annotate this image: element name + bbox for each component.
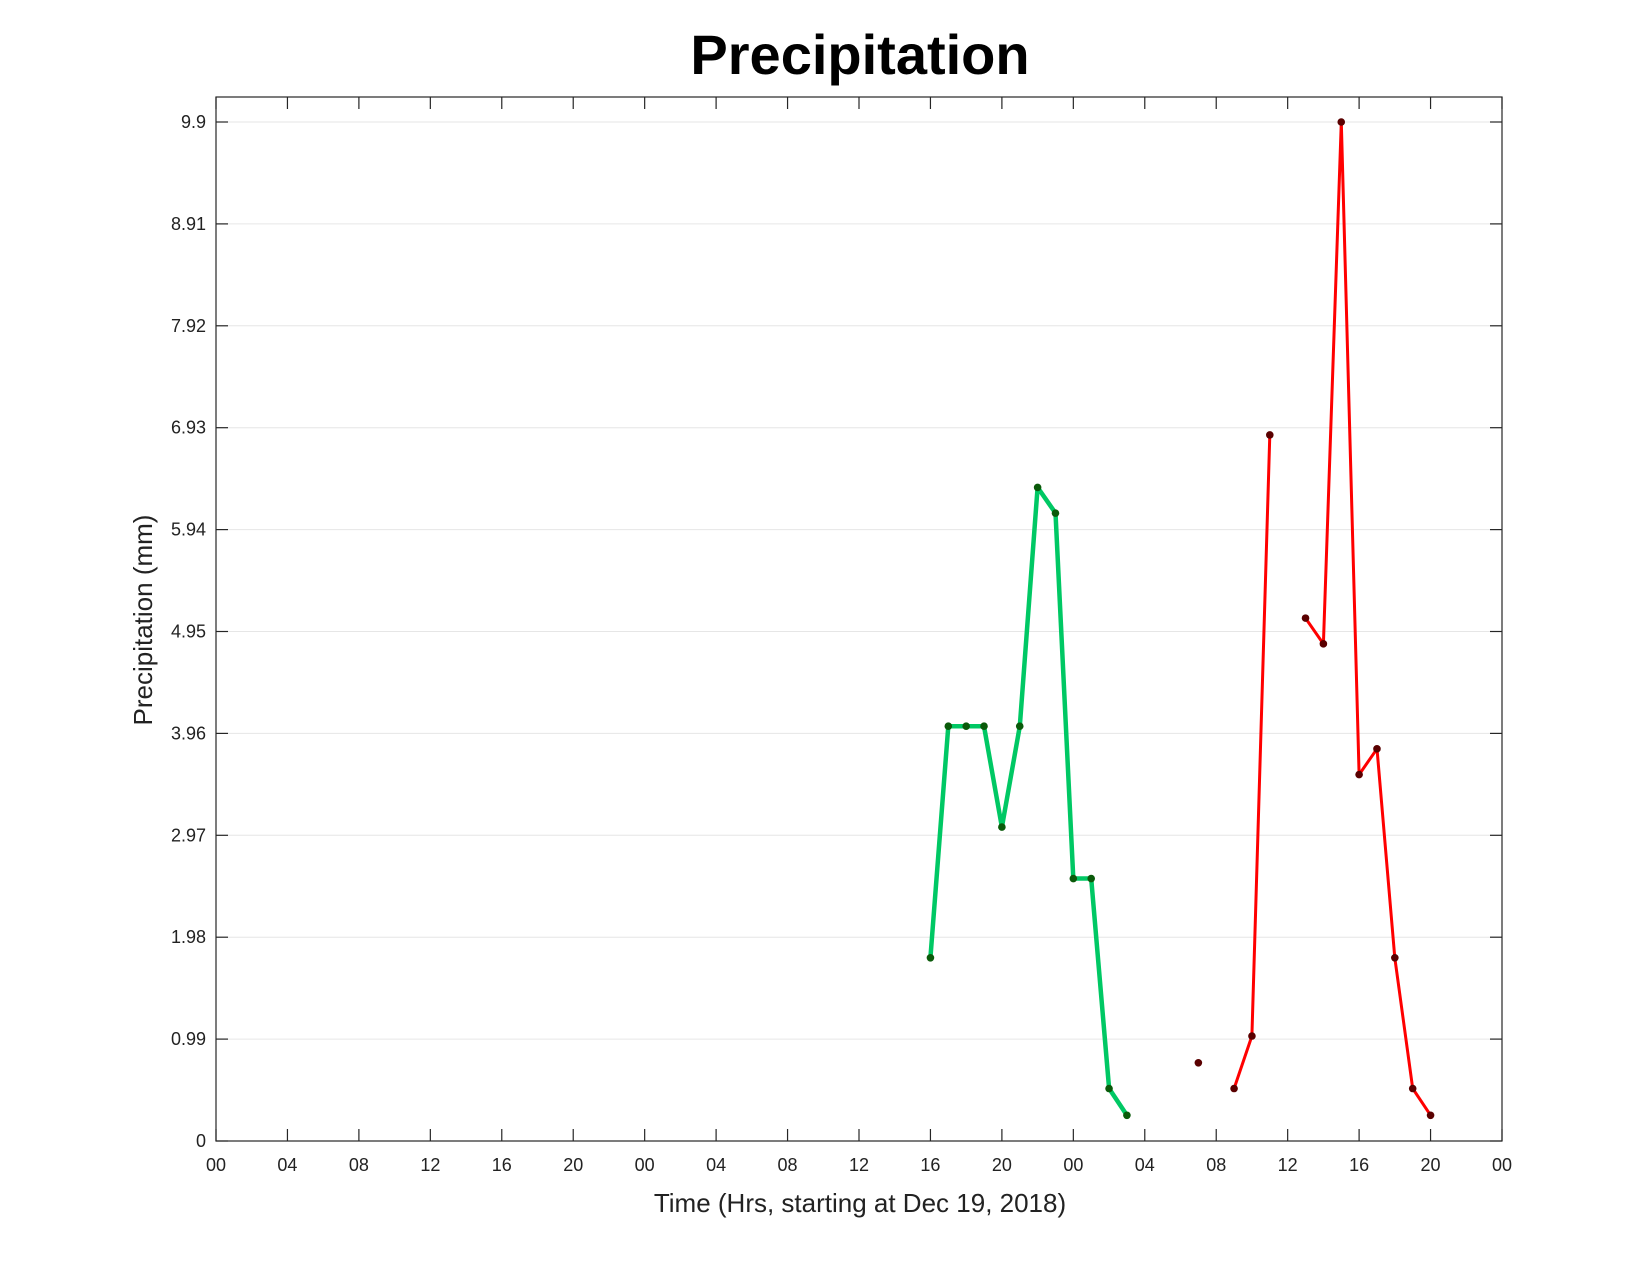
x-tick-label: 16 [920,1155,940,1175]
x-tick-label: 08 [778,1155,798,1175]
x-tick-label: 04 [706,1155,726,1175]
y-tick-label: 0 [196,1131,206,1151]
x-tick-label: 20 [1421,1155,1441,1175]
data-point [1337,118,1346,126]
data-point [1266,431,1274,439]
x-tick-label: 16 [1349,1155,1369,1175]
data-point [1426,1111,1435,1120]
y-tick-label: 1.98 [171,927,206,947]
series-line [1304,120,1432,1117]
x-tick-label: 00 [1063,1155,1083,1175]
chart-title: Precipitation [690,23,1029,86]
data-point [1230,1084,1238,1093]
data-point [1087,874,1095,883]
data-point [1194,1058,1203,1067]
series-line [928,485,1129,1117]
y-axis-label: Precipitation (mm) [128,515,158,726]
data-point [1105,1084,1113,1093]
x-tick-label: 00 [635,1155,655,1175]
x-tick-label: 08 [1206,1155,1226,1175]
y-tick-label: 7.92 [171,316,206,336]
y-tick-label: 3.96 [171,723,206,743]
data-point [1069,874,1078,883]
x-axis-label: Time (Hrs, starting at Dec 19, 2018) [654,1188,1066,1218]
y-tick-label: 4.95 [171,622,206,642]
data-point [1373,745,1381,753]
data-point [1051,509,1060,517]
x-tick-label: 20 [992,1155,1012,1175]
data-point [1301,614,1310,622]
y-tick-label: 5.94 [171,520,206,540]
x-tick-label: 04 [1135,1155,1155,1175]
x-tick-label: 16 [492,1155,512,1175]
y-tick-label: 6.93 [171,418,206,438]
x-tick-label: 20 [563,1155,583,1175]
y-tick-label: 0.99 [171,1029,206,1049]
grid-lines [216,121,1502,1040]
data-series [926,118,1435,1120]
y-tick-label: 9.9 [181,112,206,132]
data-point [980,722,988,730]
x-tick-label: 12 [849,1155,869,1175]
x-tick-label: 00 [206,1155,226,1175]
data-point [926,953,935,962]
data-point [998,823,1006,831]
data-point [1123,1111,1131,1120]
y-tick-label: 8.91 [171,214,206,234]
data-point [1391,953,1399,962]
data-point [962,722,970,730]
series-line [1232,434,1272,1089]
data-point [1319,640,1328,648]
data-point [1355,770,1363,779]
axis-ticks: 0 0.99 1.98 2.97 3.96 4.95 5.94 6.93 7.92 8.91 9.9… [171,97,1512,1175]
x-tick-label: 04 [277,1155,297,1175]
data-point [1015,722,1024,730]
x-tick-label: 12 [420,1155,440,1175]
x-tick-label: 08 [349,1155,369,1175]
data-point [944,722,953,730]
y-tick-label: 2.97 [171,825,206,845]
data-point [1408,1084,1417,1093]
x-tick-label: 12 [1278,1155,1298,1175]
data-point [1033,483,1042,492]
x-tick-label: 00 [1492,1155,1512,1175]
data-point [1248,1032,1256,1040]
